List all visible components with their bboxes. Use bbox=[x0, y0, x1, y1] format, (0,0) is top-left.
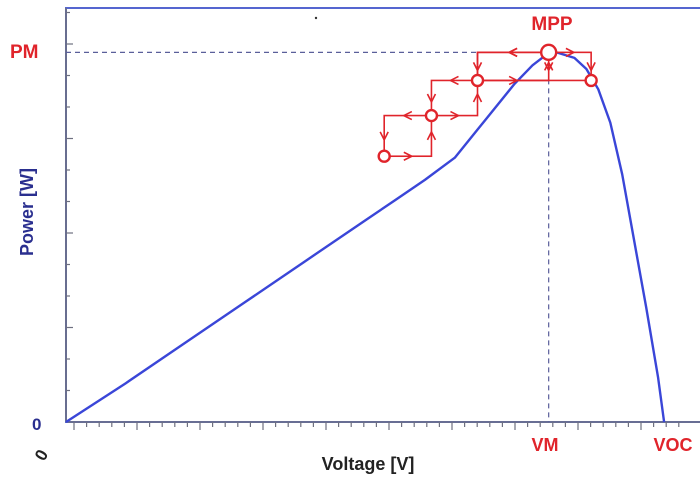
x-origin-label: 0 bbox=[31, 446, 52, 464]
step-box bbox=[383, 114, 433, 158]
step-arrow bbox=[403, 151, 414, 161]
vm-label: VM bbox=[532, 435, 559, 455]
tracking-point bbox=[470, 73, 485, 88]
step-box bbox=[430, 79, 479, 117]
pm-label: PM bbox=[10, 42, 39, 63]
step-arrow bbox=[472, 92, 483, 103]
step-arrow bbox=[448, 75, 459, 86]
stray-dot bbox=[314, 16, 318, 20]
step-arrow bbox=[426, 130, 437, 141]
tracking-point bbox=[377, 149, 391, 163]
step-arrow bbox=[450, 110, 461, 121]
mppt-tracking-steps bbox=[377, 43, 598, 163]
y-axis-title: Power [W] bbox=[17, 168, 37, 256]
voc-label: VOC bbox=[653, 435, 692, 455]
step-arrow bbox=[379, 131, 389, 142]
step-arrow bbox=[543, 62, 554, 73]
x-axis-title: Voltage [V] bbox=[322, 454, 415, 474]
step-arrow bbox=[565, 47, 576, 58]
step-arrow bbox=[426, 93, 437, 104]
tracking-point bbox=[424, 108, 439, 123]
tracking-point bbox=[584, 73, 598, 88]
y-axis-ticks bbox=[66, 11, 73, 423]
mpp-label: MPP bbox=[531, 14, 573, 35]
mpp-point bbox=[539, 43, 558, 62]
y-origin-label: 0 bbox=[32, 415, 41, 434]
step-arrow bbox=[543, 60, 554, 71]
step-arrow bbox=[507, 47, 518, 58]
x-axis-ticks bbox=[73, 422, 680, 430]
power-voltage-curve bbox=[65, 51, 666, 424]
step-arrow bbox=[586, 62, 596, 73]
step-box bbox=[476, 51, 592, 82]
step-box bbox=[476, 51, 550, 82]
step-arrow bbox=[402, 110, 413, 121]
